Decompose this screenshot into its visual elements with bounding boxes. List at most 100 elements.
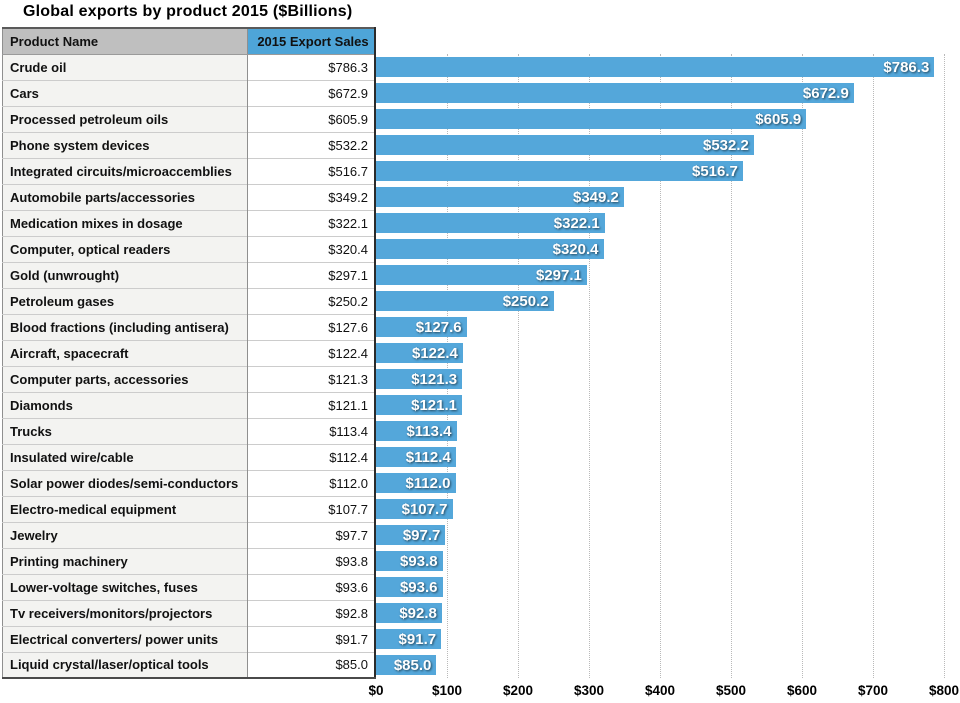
table-row: Aircraft, spacecraft $122.4 (2, 339, 375, 366)
product-name-cell: Jewelry (2, 521, 249, 548)
bar[interactable]: $112.0 (376, 473, 456, 493)
bar[interactable]: $93.8 (376, 551, 443, 571)
table-row: Lower-voltage switches, fuses $93.6 (2, 573, 375, 600)
bar[interactable]: $297.1 (376, 265, 587, 285)
export-sales-cell: $127.6 (247, 313, 375, 340)
bar-row: $127.6 (376, 314, 958, 340)
bar-row: $113.4 (376, 418, 958, 444)
bar-value-label: $91.7 (398, 630, 437, 648)
product-name-cell: Insulated wire/cable (2, 443, 249, 470)
bar[interactable]: $516.7 (376, 161, 743, 181)
product-name-cell: Petroleum gases (2, 287, 249, 314)
x-axis-tick-label: $400 (644, 683, 676, 698)
bar-value-label: $113.4 (406, 422, 452, 440)
gridline (589, 54, 590, 678)
bar[interactable]: $127.6 (376, 317, 467, 337)
bar-value-label: $532.2 (703, 136, 749, 154)
bar[interactable]: $121.1 (376, 395, 462, 415)
bar[interactable]: $91.7 (376, 629, 442, 649)
bar-value-label: $516.7 (692, 162, 738, 180)
x-axis-tick-label: $800 (928, 683, 960, 698)
export-sales-cell: $112.4 (247, 443, 375, 470)
export-sales-cell: $121.3 (247, 365, 375, 392)
table-row: Integrated circuits/microaccemblies $516.… (2, 157, 375, 184)
bar[interactable]: $113.4 (376, 421, 457, 441)
table-row: Electro-medical equipment $107.7 (2, 495, 375, 522)
bar[interactable]: $97.7 (376, 525, 446, 545)
bar-row: $121.1 (376, 392, 958, 418)
table-row: Processed petroleum oils $605.9 (2, 105, 375, 132)
bar-row: $121.3 (376, 366, 958, 392)
gridline (518, 54, 519, 678)
x-axis-tick-label: $700 (857, 683, 889, 698)
column-header-product-name: Product Name (2, 28, 249, 55)
bar-value-label: $605.9 (755, 110, 802, 128)
bar-value-label: $93.8 (400, 552, 438, 570)
bar[interactable]: $349.2 (376, 187, 624, 207)
bar-row: $297.1 (376, 262, 958, 288)
bar[interactable]: $93.6 (376, 577, 443, 597)
page-title: Global exports by product 2015 ($Billion… (23, 3, 353, 20)
table-row: Computer parts, accessories $121.3 (2, 365, 375, 392)
bar-row: $97.7 (376, 522, 958, 548)
gridline (873, 54, 874, 678)
product-name-cell: Phone system devices (2, 131, 249, 158)
bar[interactable]: $92.8 (376, 603, 442, 623)
bar-row: $532.2 (376, 132, 958, 158)
product-name-cell: Electro-medical equipment (2, 495, 249, 522)
bar[interactable]: $250.2 (376, 291, 554, 311)
product-name-cell: Medication mixes in dosage (2, 209, 249, 236)
bar[interactable]: $532.2 (376, 135, 754, 155)
bar-row: $786.3 (376, 54, 958, 80)
bar[interactable]: $320.4 (376, 239, 604, 259)
gridline (660, 54, 661, 678)
bar[interactable]: $107.7 (376, 499, 453, 519)
bar-row: $93.6 (376, 574, 958, 600)
bar-value-label: $97.7 (402, 526, 441, 544)
bar-value-label: $122.4 (412, 344, 458, 362)
bar-value-label: $107.7 (401, 500, 448, 518)
bar-value-label: $250.2 (502, 292, 549, 310)
bar-value-label: $127.6 (415, 318, 462, 336)
table-row: Crude oil $786.3 (2, 53, 375, 80)
bar[interactable]: $112.4 (376, 447, 456, 467)
table-row: Diamonds $121.1 (2, 391, 375, 418)
table-row: Tv receivers/monitors/projectors $92.8 (2, 599, 375, 626)
table-body: Crude oil $786.3 Cars $672.9 Processed petro… (2, 53, 375, 678)
product-name-cell: Automobile parts/accessories (2, 183, 249, 210)
bar-row: $250.2 (376, 288, 958, 314)
product-name-cell: Cars (2, 79, 249, 106)
export-sales-cell: $250.2 (247, 287, 375, 314)
product-name-cell: Integrated circuits/microaccemblies (2, 157, 249, 184)
table-row: Solar power diodes/semi-conductors $112.0 (2, 469, 375, 496)
product-name-cell: Electrical converters/ power units (2, 625, 249, 652)
bar[interactable]: $672.9 (376, 83, 854, 103)
product-name-cell: Lower-voltage switches, fuses (2, 573, 249, 600)
table-header: Product Name 2015 Export Sales (2, 28, 375, 55)
bar[interactable]: $121.3 (376, 369, 463, 389)
export-sales-cell: $121.1 (247, 391, 375, 418)
product-name-cell: Trucks (2, 417, 249, 444)
export-sales-cell: $516.7 (247, 157, 375, 184)
x-axis-tick-label: $600 (786, 683, 818, 698)
bar-row: $112.4 (376, 444, 958, 470)
bar[interactable]: $122.4 (376, 343, 463, 363)
export-sales-cell: $85.0 (247, 651, 375, 678)
table-row: Blood fractions (including antisera) $127… (2, 313, 375, 340)
bar-value-label: $349.2 (573, 188, 619, 206)
product-table: Product Name 2015 Export Sales Crude oil… (2, 27, 376, 679)
bar[interactable]: $605.9 (376, 109, 807, 129)
bar-row: $107.7 (376, 496, 958, 522)
table-row: Automobile parts/accessories $349.2 (2, 183, 375, 210)
export-sales-cell: $122.4 (247, 339, 375, 366)
bar[interactable]: $786.3 (376, 57, 935, 77)
export-sales-cell: $93.8 (247, 547, 375, 574)
product-name-cell: Solar power diodes/semi-conductors (2, 469, 249, 496)
product-name-cell: Diamonds (2, 391, 249, 418)
product-name-cell: Gold (unwrought) (2, 261, 249, 288)
bar[interactable]: $322.1 (376, 213, 605, 233)
table-row: Printing machinery $93.8 (2, 547, 375, 574)
bar[interactable]: $85.0 (376, 655, 437, 675)
export-sales-cell: $532.2 (247, 131, 375, 158)
bar-row: $516.7 (376, 158, 958, 184)
